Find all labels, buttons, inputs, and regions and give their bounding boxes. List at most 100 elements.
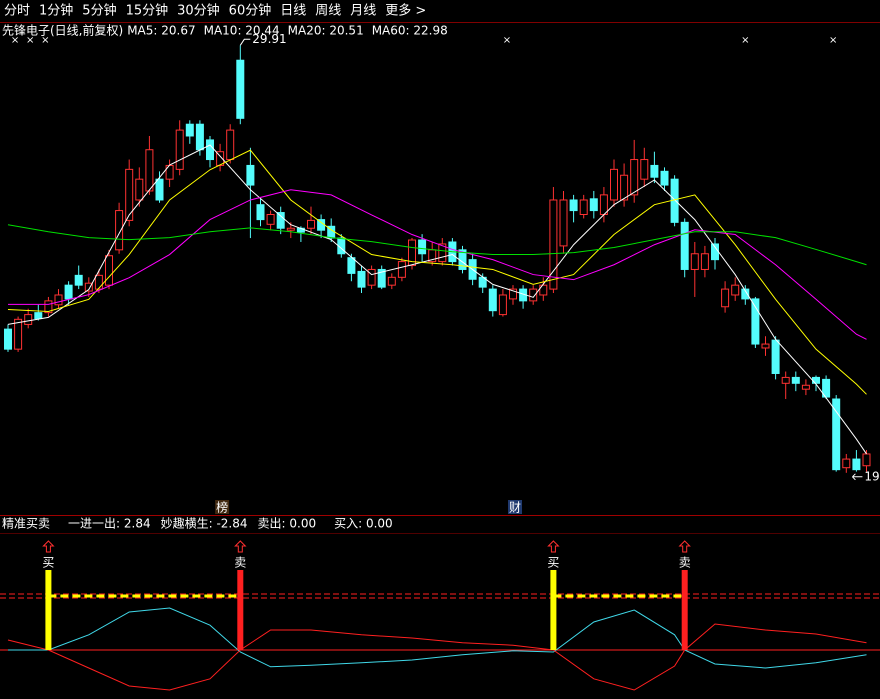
toolbar-tab[interactable]: 分时 xyxy=(4,4,30,19)
candle-body xyxy=(54,294,63,306)
candle-body xyxy=(155,178,164,201)
signal-arrow xyxy=(678,540,691,553)
badge-label: 榜 xyxy=(216,500,228,515)
candle-body xyxy=(549,199,558,290)
candle-body xyxy=(317,219,326,231)
candle-body xyxy=(509,288,517,300)
candle-body xyxy=(236,59,245,119)
legend-entry: 一进一出: 2.84 xyxy=(68,517,151,531)
candle-body xyxy=(397,261,406,278)
series-line xyxy=(8,189,867,340)
top-marker: × xyxy=(26,35,34,46)
candle-body xyxy=(539,284,548,296)
candle-body xyxy=(256,204,265,221)
candle-body xyxy=(650,164,659,178)
signal-arrow xyxy=(42,540,55,553)
candle-body xyxy=(751,298,760,345)
series-line xyxy=(8,607,867,669)
annotation-label: 29.91 xyxy=(252,32,286,46)
candle-body xyxy=(579,199,588,216)
candle-body xyxy=(630,159,639,196)
candle-body xyxy=(731,284,740,296)
candle-body xyxy=(529,288,538,302)
candle-body xyxy=(680,221,689,270)
candle-body xyxy=(367,268,376,286)
candle-body xyxy=(620,174,629,201)
candle-body xyxy=(266,214,275,225)
series-line xyxy=(7,224,867,266)
annotation-pointer xyxy=(239,38,251,46)
toolbar-tab[interactable]: 15分钟 xyxy=(126,3,169,19)
legend-entry: 卖出: 0.00 xyxy=(258,517,317,531)
toolbar-tab[interactable]: 月线 xyxy=(350,4,376,19)
candle-body xyxy=(145,149,154,192)
top-marker: × xyxy=(503,35,511,46)
candle-body xyxy=(791,376,800,384)
toolbar-tab[interactable]: 日线 xyxy=(280,4,306,19)
candle-body xyxy=(771,339,780,374)
candle-body xyxy=(307,219,315,229)
badge-label: 财 xyxy=(509,501,521,515)
candle-body xyxy=(781,376,790,384)
signal-label: 卖 xyxy=(234,556,246,570)
toolbar-tab[interactable]: 30分钟 xyxy=(177,3,220,19)
candle-body xyxy=(195,123,204,151)
candle-body xyxy=(488,288,497,312)
candle-body xyxy=(761,343,770,349)
chart-title: 精准买卖 xyxy=(2,517,50,531)
candle-body xyxy=(74,274,83,286)
annotation-label: 19.02 xyxy=(864,469,880,483)
candle-body xyxy=(660,170,669,186)
candle-body xyxy=(700,253,709,270)
top-marker: × xyxy=(741,35,749,46)
candle-body xyxy=(569,199,578,212)
series-line xyxy=(7,149,867,395)
candle-body xyxy=(438,243,447,263)
candle-body xyxy=(377,268,386,288)
toolbar-tab[interactable]: 1分钟 xyxy=(39,3,73,19)
candle-body xyxy=(812,376,820,384)
legend-entry: 买入: 0.00 xyxy=(334,517,393,531)
candle-body xyxy=(599,194,608,216)
candle-body xyxy=(115,210,124,251)
series-line xyxy=(7,144,867,455)
candle-body xyxy=(347,257,356,274)
series-line xyxy=(7,623,867,691)
candle-body xyxy=(175,129,184,170)
candle-body xyxy=(741,288,750,300)
candle-body xyxy=(640,159,649,180)
candle-body xyxy=(64,284,73,300)
candle-body xyxy=(589,198,598,212)
legend-entry: MA5: 20.67 xyxy=(127,24,195,38)
candle-body xyxy=(24,314,33,325)
candle-body xyxy=(206,139,214,161)
toolbar-tab[interactable]: 更多 > xyxy=(385,3,426,19)
toolbar-tab[interactable]: 周线 xyxy=(315,4,341,19)
signal-label: 买 xyxy=(547,556,559,570)
toolbar-tab[interactable]: 60分钟 xyxy=(229,3,272,19)
signal-label: 卖 xyxy=(679,556,691,570)
candle-body xyxy=(44,300,53,314)
signal-bar xyxy=(45,570,52,650)
candle-body xyxy=(690,253,699,270)
candle-body xyxy=(226,129,235,161)
top-marker: × xyxy=(11,35,19,46)
candle-body xyxy=(610,168,618,201)
legend-entry: MA20: 20.51 xyxy=(288,24,364,38)
candle-body xyxy=(418,239,427,255)
legend-entry: MA10: 20.44 xyxy=(204,24,280,38)
candle-body xyxy=(801,384,810,390)
candle-body xyxy=(832,398,841,471)
annotation-pointer xyxy=(852,473,863,481)
candle-body xyxy=(357,270,366,288)
toolbar-tab[interactable]: 5分钟 xyxy=(82,3,116,19)
candle-body xyxy=(387,276,396,286)
signal-arrow xyxy=(547,540,560,553)
candle-body xyxy=(842,458,851,469)
candle-body xyxy=(4,328,12,350)
candle-body xyxy=(135,178,144,201)
signal-label: 买 xyxy=(42,556,54,570)
top-marker: × xyxy=(41,35,49,46)
